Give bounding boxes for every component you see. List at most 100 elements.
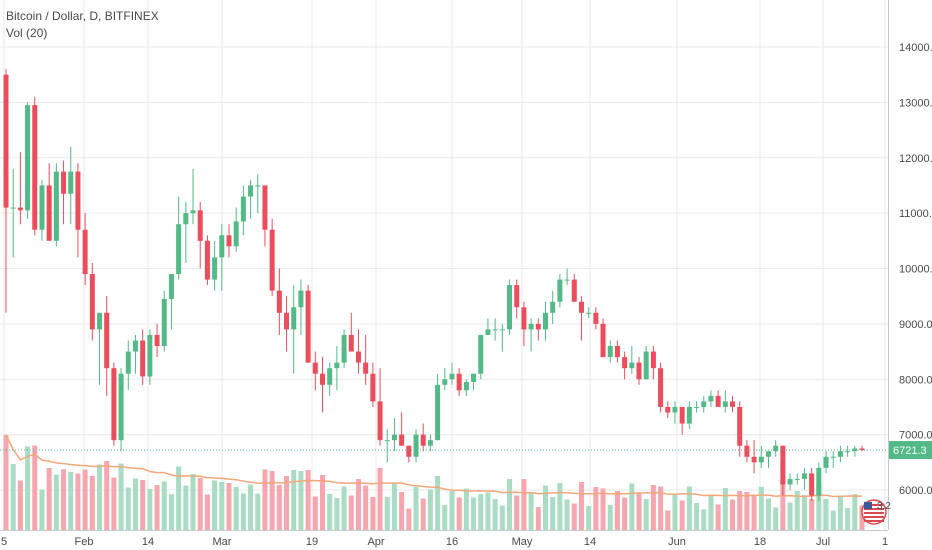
volume-bar — [744, 492, 750, 530]
volume-bar — [284, 476, 290, 530]
candle-body — [262, 185, 268, 230]
candle-body — [535, 323, 541, 330]
candle-body — [39, 185, 45, 230]
candle-body — [478, 334, 484, 374]
candle-body — [240, 196, 246, 222]
candle-body — [89, 274, 95, 330]
time-tick-label: 1 — [882, 536, 888, 548]
volume-bar — [248, 484, 254, 530]
time-tick-label: 19 — [306, 536, 318, 548]
candle-body — [557, 279, 563, 302]
candle-body — [427, 440, 433, 446]
volume-bar — [176, 466, 182, 530]
volume-bar — [377, 468, 383, 530]
volume-bar — [39, 489, 45, 530]
volume-bar — [686, 486, 692, 530]
volume-bar — [327, 494, 333, 530]
candle-body — [600, 323, 606, 358]
time-tick-label: Mar — [213, 536, 232, 548]
candle-body — [679, 406, 685, 424]
volume-bar — [492, 499, 498, 530]
time-tick-label: Jun — [668, 536, 686, 548]
candle-body — [248, 185, 254, 197]
volume-bar — [859, 505, 865, 530]
volume-bar — [355, 479, 361, 530]
volume-bar — [240, 493, 246, 530]
volume-bar — [435, 476, 441, 530]
volume-bar — [614, 491, 620, 530]
candle-body — [61, 171, 67, 194]
candle-body — [125, 351, 131, 374]
volume-bar — [715, 504, 721, 530]
candle-body — [809, 473, 815, 496]
candle-body — [823, 456, 829, 468]
candle-body — [694, 406, 700, 408]
volume-ma-line — [5, 434, 863, 498]
volume-bar — [694, 503, 700, 530]
volume-bar — [708, 495, 714, 530]
candle-body — [830, 456, 836, 458]
time-tick-label: 14 — [584, 536, 596, 548]
candle-body — [132, 340, 138, 352]
price-tick-label: 12000.0 — [899, 153, 932, 165]
candle-body — [614, 346, 620, 358]
candle-body — [722, 401, 728, 407]
volume-indicator-title[interactable]: Vol (20) — [6, 26, 48, 40]
time-axis[interactable]: 5 Feb 14 Mar 19 Apr 16 May 14 Jun 18 Jul 1 — [0, 530, 888, 549]
volume-bar — [161, 481, 167, 530]
volume-bar — [118, 463, 124, 530]
candle-body — [672, 406, 678, 413]
volume-bar — [571, 503, 577, 530]
candle-body — [730, 401, 736, 407]
candle-body — [391, 434, 397, 441]
volume-bar — [68, 472, 74, 530]
volume-bar — [586, 506, 592, 530]
volume-bar — [442, 505, 448, 530]
candle-body — [521, 307, 527, 330]
candle-body — [514, 285, 520, 308]
candle-body — [377, 401, 383, 441]
candle-body — [82, 229, 88, 275]
candle-body — [492, 329, 498, 331]
price-axis[interactable]: 14000.0 13000.0 12000.0 11000.0 10000.0 9000.… — [888, 0, 932, 530]
symbol-title[interactable]: Bitcoin / Dollar, D, BITFINEX — [6, 9, 159, 23]
volume-bar — [463, 488, 469, 530]
price-tick-label: 6000.0 — [899, 485, 932, 497]
candle-body — [650, 351, 656, 369]
candle-body — [471, 373, 477, 383]
volume-bar — [219, 482, 225, 530]
candlesticks — [3, 69, 865, 502]
candle-body — [168, 274, 174, 299]
volume-bar — [600, 488, 606, 530]
volume-bar — [643, 499, 649, 530]
volume-bar — [399, 492, 405, 530]
candle-body — [97, 312, 103, 330]
candle-body — [190, 210, 196, 214]
candle-body — [25, 105, 31, 211]
candle-body — [226, 235, 232, 247]
volume-bar — [607, 505, 613, 530]
volume-bar — [255, 493, 261, 530]
volume-bar — [672, 494, 678, 530]
volume-bar — [3, 435, 9, 530]
flag-icon[interactable]: 3.2 — [861, 499, 891, 525]
volume-bar — [535, 507, 541, 530]
candle-body — [780, 445, 786, 485]
candle-body — [269, 229, 275, 291]
candle-body — [593, 312, 599, 324]
volume-bar — [593, 487, 599, 530]
volume-bar — [557, 483, 563, 530]
volume-bar — [629, 483, 635, 530]
candle-body — [334, 362, 340, 369]
candle-body — [298, 290, 304, 308]
volume-bar — [348, 495, 354, 530]
volume-value-label: 3.2 — [877, 501, 891, 512]
candle-body — [550, 301, 556, 313]
volume-bar — [485, 492, 491, 530]
volume-bar — [147, 489, 153, 530]
candle-body — [744, 445, 750, 457]
time-tick-label: Apr — [367, 536, 384, 548]
volume-bar — [751, 496, 757, 530]
volume-bar — [780, 478, 786, 530]
